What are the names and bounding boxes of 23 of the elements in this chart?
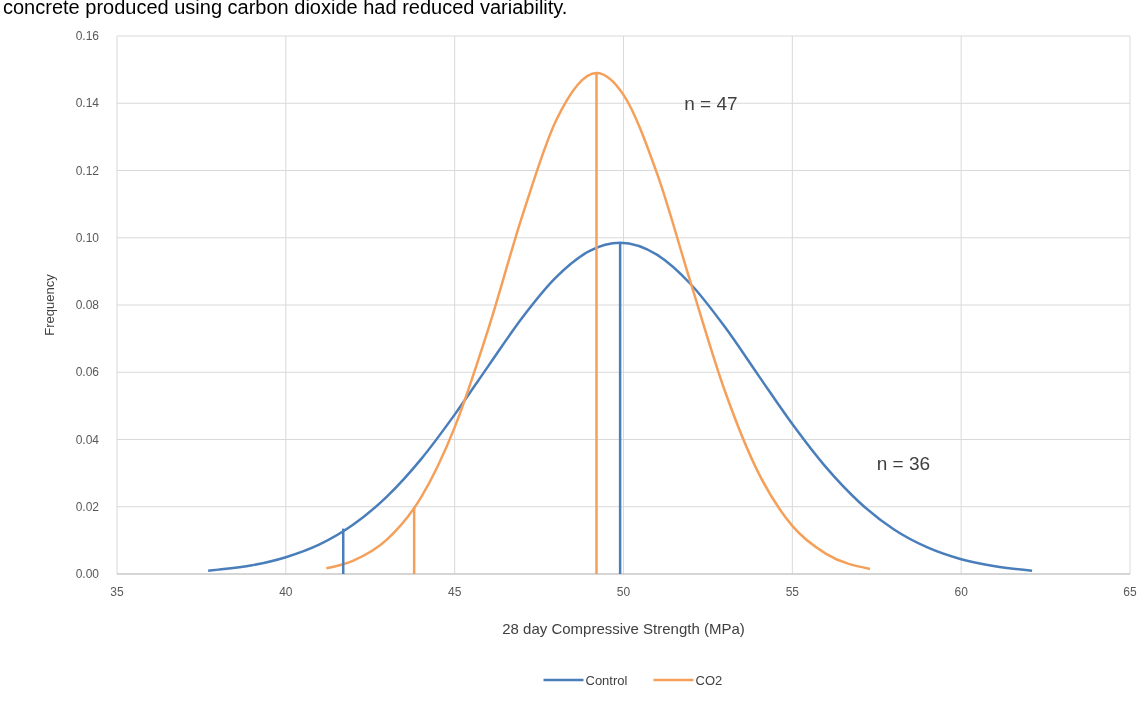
y-tick-label: 0.08 <box>75 298 100 312</box>
y-tick-label: 0.02 <box>75 499 100 514</box>
annotation: n = 47 <box>684 92 738 114</box>
y-tick-label: 0.12 <box>75 163 100 178</box>
annotation: n = 36 <box>876 452 931 474</box>
x-tick-label: 40 <box>279 585 293 599</box>
x-tick-label: 55 <box>785 585 800 599</box>
y-tick-label: 0.06 <box>75 365 100 380</box>
legend-label: CO2 <box>695 673 723 688</box>
x-tick-label: 50 <box>616 585 631 599</box>
x-tick-label: 65 <box>1123 585 1137 599</box>
x-tick-label: 35 <box>110 585 124 599</box>
chart-title: concrete produced using carbon dioxide had reduced variability. <box>3 0 568 18</box>
x-axis-title: 28 day Compressive Strength (MPa) <box>502 620 745 637</box>
y-tick-label: 0.00 <box>75 567 100 581</box>
x-tick-label: 60 <box>954 585 969 599</box>
legend-label: Control <box>585 673 628 688</box>
y-tick-label: 0.10 <box>75 230 100 245</box>
x-tick-label: 45 <box>447 585 462 599</box>
y-tick-label: 0.16 <box>75 29 100 43</box>
y-tick-label: 0.14 <box>75 96 100 111</box>
y-axis-title: Frequency <box>42 273 57 336</box>
y-tick-label: 0.04 <box>75 432 100 447</box>
